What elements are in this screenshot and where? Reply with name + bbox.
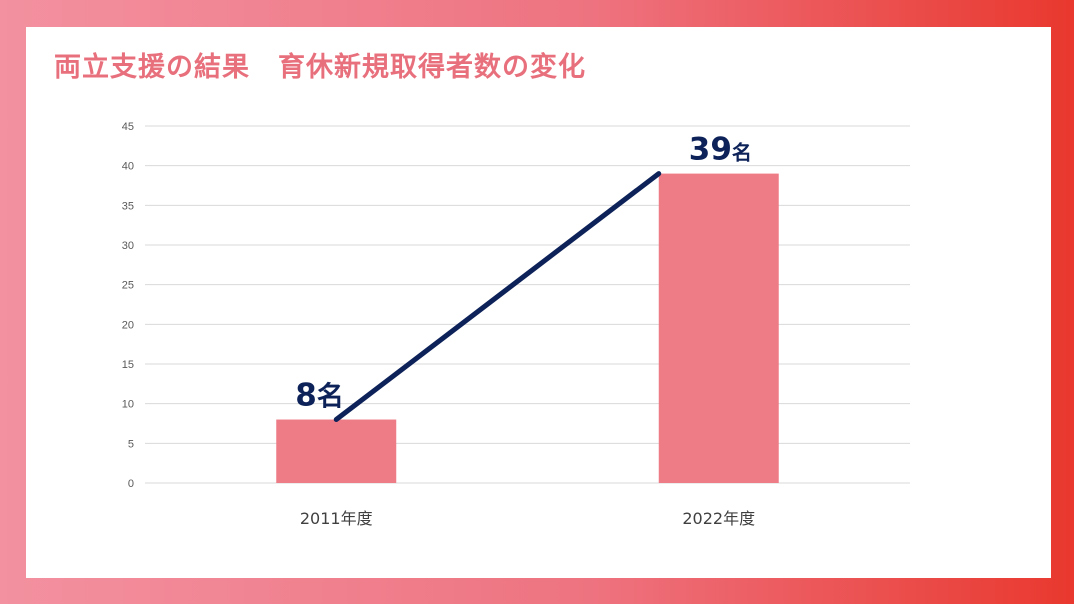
bar-chart: 0 5 10 15 20 25 30 35 40 45 2011年度 2022年度 8名 39名 bbox=[122, 121, 910, 528]
y-tick-label: 10 bbox=[122, 399, 134, 411]
y-tick-label: 15 bbox=[122, 359, 134, 371]
y-tick-label: 25 bbox=[122, 280, 134, 292]
bar bbox=[276, 419, 397, 483]
x-category-label: 2022年度 bbox=[682, 509, 755, 528]
y-tick-label: 40 bbox=[122, 161, 134, 173]
y-tick-label: 0 bbox=[128, 478, 134, 490]
y-tick-label: 35 bbox=[122, 200, 134, 212]
bar bbox=[658, 173, 779, 483]
data-label: 8名 bbox=[295, 378, 344, 414]
y-tick-label: 30 bbox=[122, 240, 134, 252]
trend-line bbox=[333, 171, 662, 423]
slide-title: 両立支援の結果 育休新規取得者数の変化 bbox=[54, 52, 586, 83]
y-tick-label: 20 bbox=[122, 319, 134, 331]
data-label: 39名 bbox=[689, 132, 752, 168]
slide-frame: 両立支援の結果 育休新規取得者数の変化 0 5 10 15 20 25 30 35 40 45 20… bbox=[26, 27, 1051, 578]
y-tick-label: 5 bbox=[128, 438, 134, 450]
y-tick-label: 45 bbox=[122, 121, 134, 133]
x-category-label: 2011年度 bbox=[300, 509, 373, 528]
